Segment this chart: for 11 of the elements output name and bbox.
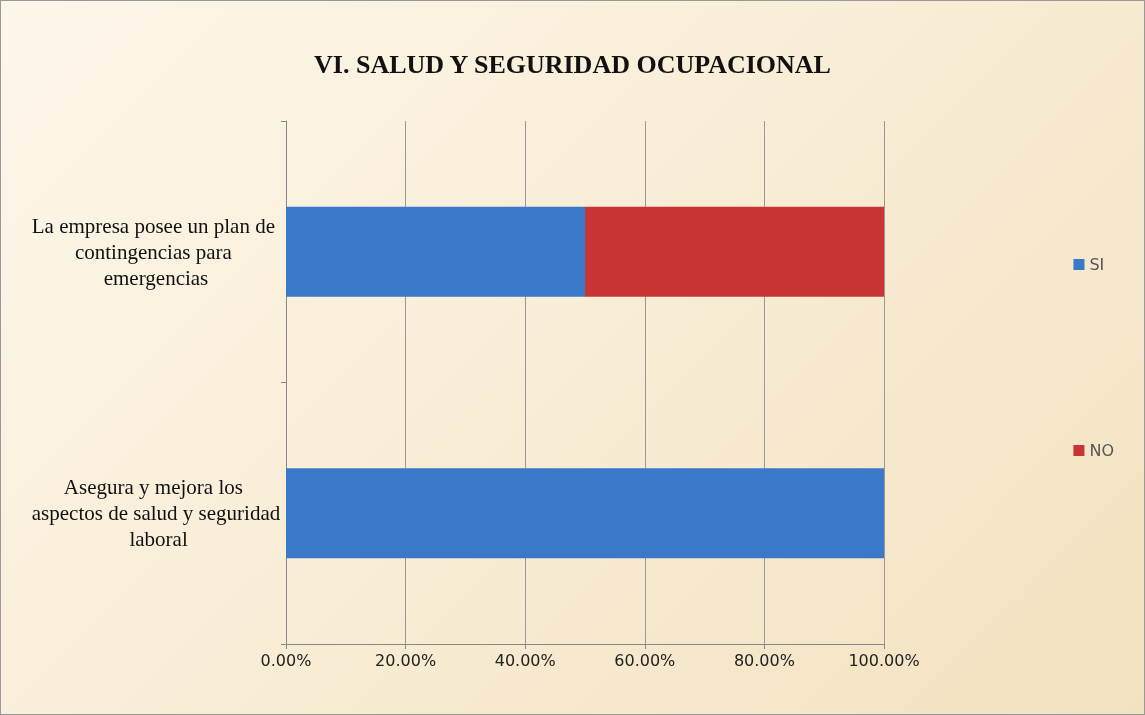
x-tick-label: 40.00%: [494, 650, 556, 670]
x-tick-label: 60.00%: [614, 650, 676, 670]
x-tick-label: 80.00%: [733, 650, 795, 670]
x-tick-label: 0.00%: [260, 650, 312, 670]
legend-label: NO: [1089, 441, 1114, 460]
x-tick-label: 100.00%: [848, 650, 920, 670]
y-tick-label: La empresa posee un plan de contingencias para emergencias: [31, 213, 281, 290]
legend-label: SI: [1089, 255, 1105, 274]
x-tick-label: 20.00%: [375, 650, 437, 670]
y-tick-label: Asegura y mejora los aspectos de salud y seguridad laboral: [31, 475, 281, 552]
chart-title: VI. SALUD Y SEGURIDAD OCUPACIONAL: [314, 49, 831, 79]
